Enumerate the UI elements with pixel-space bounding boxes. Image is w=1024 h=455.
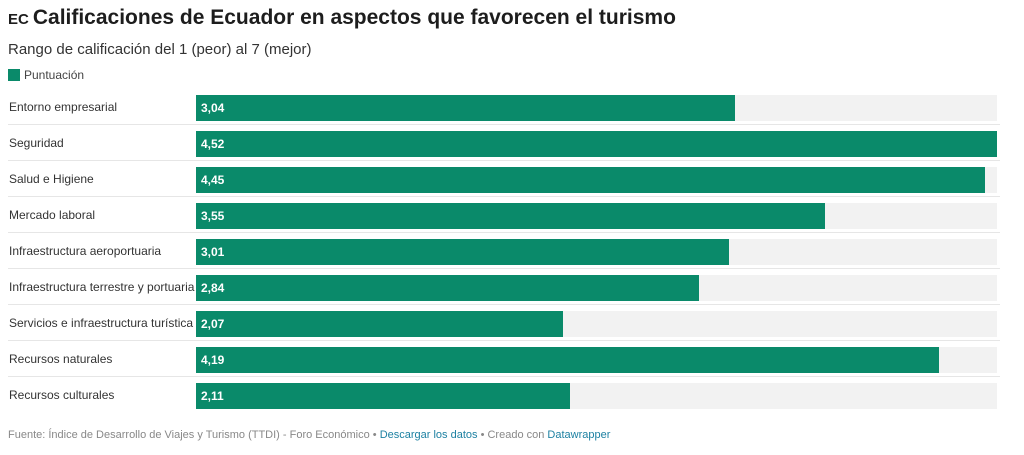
bar-row: Salud e Higiene 4,45 [0, 161, 1000, 197]
bar: 3,55 [196, 203, 826, 229]
bar: 2,11 [196, 383, 570, 409]
row-divider [8, 268, 1000, 269]
chart-subtitle: Rango de calificación del 1 (peor) al 7 … [8, 41, 312, 58]
bar-track: 2,11 [196, 383, 997, 409]
value-label: 3,01 [201, 245, 225, 259]
row-divider [8, 304, 1000, 305]
legend-label: Puntuación [24, 68, 85, 82]
bar: 2,07 [196, 311, 563, 337]
bar-row: Entorno empresarial 3,04 [0, 89, 1000, 125]
bar: 4,45 [196, 167, 985, 193]
bar: 4,19 [196, 347, 939, 373]
row-divider [8, 340, 1000, 341]
value-label: 2,11 [201, 389, 224, 403]
category-label: Recursos naturales [9, 352, 113, 366]
country-code: EC [8, 11, 29, 28]
category-label: Servicios e infraestructura turística [9, 316, 194, 330]
created-text: • Creado con [477, 429, 548, 441]
bar-row: Seguridad 4,52 [0, 125, 1000, 161]
row-divider [8, 376, 1000, 377]
bar-row: Infraestructura aeroportuaria 3,01 [0, 233, 1000, 269]
bar-track: 3,01 [196, 239, 997, 265]
value-label: 3,04 [201, 101, 225, 115]
bar-track: 3,04 [196, 95, 997, 121]
row-divider [8, 196, 1000, 197]
bar-track: 4,19 [196, 347, 997, 373]
bar: 3,04 [196, 95, 735, 121]
value-label: 4,19 [201, 353, 225, 367]
value-label: 4,45 [201, 173, 225, 187]
bar-track: 4,52 [196, 131, 997, 157]
bar: 4,52 [196, 131, 997, 157]
source-text: Fuente: Índice de Desarrollo de Viajes y… [8, 429, 380, 441]
bar-track: 3,55 [196, 203, 997, 229]
category-label: Seguridad [9, 136, 64, 150]
value-label: 2,84 [201, 281, 225, 295]
category-label: Recursos culturales [9, 388, 115, 402]
bar-row: Recursos naturales 4,19 [0, 341, 1000, 377]
row-divider [8, 232, 1000, 233]
chart-title: EC Calificaciones de Ecuador en aspectos … [8, 6, 676, 30]
legend: Puntuación [8, 68, 84, 82]
row-divider [8, 124, 1000, 125]
datawrapper-link[interactable]: Datawrapper [547, 429, 611, 441]
bar-track: 4,45 [196, 167, 997, 193]
category-label: Infraestructura terrestre y portuaria [9, 280, 195, 294]
bar: 3,01 [196, 239, 730, 265]
download-data-link[interactable]: Descargar los datos [379, 429, 478, 441]
title-text: Calificaciones de Ecuador en aspectos qu… [32, 6, 676, 29]
category-label: Infraestructura aeroportuaria [9, 244, 162, 258]
legend-swatch [8, 69, 20, 81]
bar-row: Mercado laboral 3,55 [0, 197, 1000, 233]
value-label: 4,52 [201, 137, 225, 151]
category-label: Salud e Higiene [9, 172, 94, 186]
bar-track: 2,07 [196, 311, 997, 337]
bar: 2,84 [196, 275, 700, 301]
row-divider [8, 160, 1000, 161]
bar-row: Infraestructura terrestre y portuaria 2,8… [0, 269, 1000, 305]
category-label: Entorno empresarial [9, 100, 118, 114]
value-label: 3,55 [201, 209, 225, 223]
bar-row: Recursos culturales 2,11 [0, 377, 1000, 413]
bar-track: 2,84 [196, 275, 997, 301]
category-label: Mercado laboral [9, 208, 96, 222]
bar-chart: Entorno empresarial 3,04 Seguridad 4,52 Salu… [0, 89, 1000, 413]
value-label: 2,07 [201, 317, 225, 331]
footer: Fuente: Índice de Desarrollo de Viajes y… [8, 429, 610, 441]
bar-row: Servicios e infraestructura turística 2,0… [0, 305, 1000, 341]
